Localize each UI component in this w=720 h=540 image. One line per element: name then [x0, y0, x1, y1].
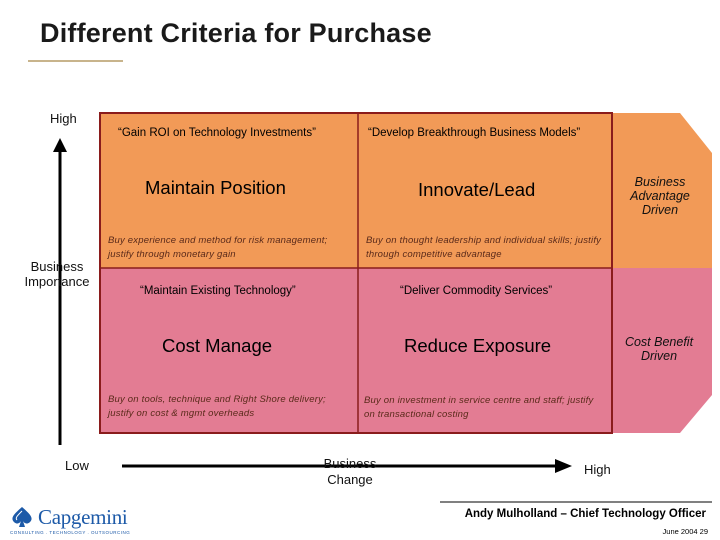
footer-date-page: June 2004 29 — [662, 527, 708, 536]
quadrant-top-left-quote: “Gain ROI on Technology Investments” — [118, 127, 316, 139]
quadrant-top-right-title: Innovate/Lead — [418, 179, 536, 200]
quadrant-top-left-note: Buy experience and method for risk manag… — [108, 235, 328, 260]
quadrant-bottom-left-note: Buy on tools, technique and Right Shore … — [108, 394, 326, 419]
quadrant-frame — [99, 112, 613, 434]
bottom-band — [100, 268, 712, 433]
quadrant-bottom-right-note: Buy on investment in service centre and … — [364, 395, 594, 420]
vertical-axis-low-label: Low — [65, 458, 89, 473]
vertical-axis-title: Business Importance — [24, 259, 90, 289]
horizontal-axis-title: Business Change — [323, 456, 377, 487]
capgemini-logo: Capgemini — [38, 505, 128, 529]
footer-author: Andy Mulholland – Chief Technology Offic… — [464, 508, 706, 520]
quadrant-bottom-left-quote: “Maintain Existing Technology” — [140, 285, 296, 297]
capgemini-spade-icon — [12, 507, 32, 527]
horizontal-axis-high-label: High — [584, 462, 611, 477]
quadrant-bottom-right-title: Reduce Exposure — [404, 335, 552, 356]
quadrant-bottom-left-title: Cost Manage — [162, 335, 273, 356]
page-title: Different Criteria for Purchase — [40, 18, 432, 48]
vertical-axis-arrowhead — [53, 138, 67, 152]
title-underline — [28, 60, 123, 62]
side-label-cost-benefit: Cost Benefit Driven — [624, 335, 694, 363]
side-label-business-advantage: Business Advantage Driven — [630, 175, 690, 217]
vertical-axis-high-label: High — [50, 111, 77, 126]
quadrant-top-right-note: Buy on thought leadership and individual… — [366, 235, 602, 260]
horizontal-axis-arrowhead — [555, 459, 572, 473]
top-band — [100, 113, 712, 268]
quadrant-top-right-quote: “Develop Breakthrough Business Models” — [368, 127, 581, 139]
quadrant-top-left-title: Maintain Position — [145, 177, 286, 198]
capgemini-logo-tagline: CONSULTING . TECHNOLOGY . OUTSOURCING — [10, 530, 131, 535]
quadrant-bottom-right-quote: “Deliver Commodity Services” — [400, 285, 553, 297]
